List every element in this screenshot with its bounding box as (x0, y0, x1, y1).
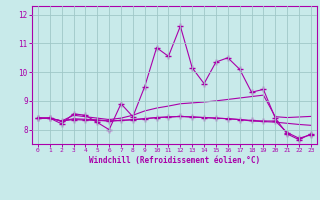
X-axis label: Windchill (Refroidissement éolien,°C): Windchill (Refroidissement éolien,°C) (89, 156, 260, 165)
